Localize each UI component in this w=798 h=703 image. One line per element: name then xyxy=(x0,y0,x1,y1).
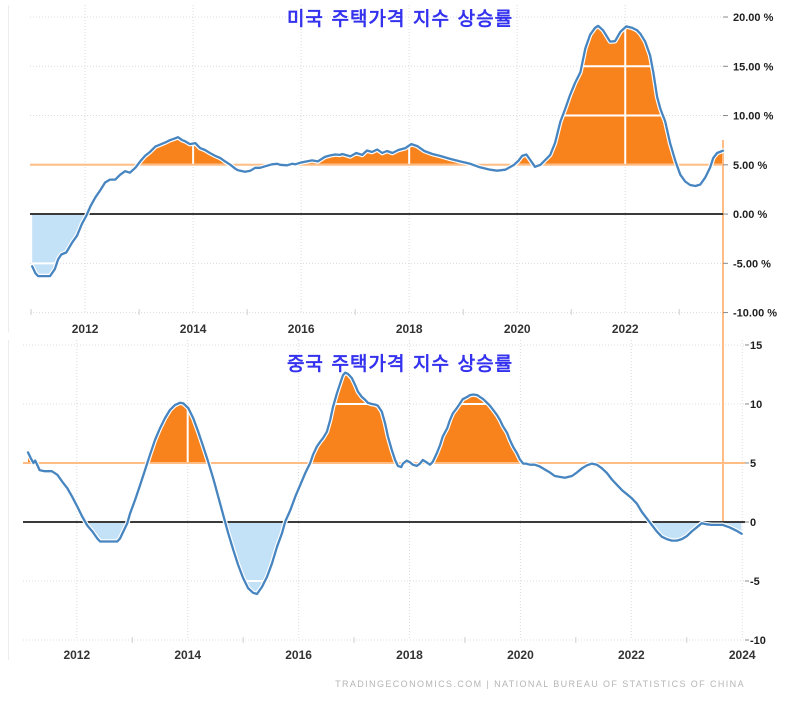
svg-text:15: 15 xyxy=(750,340,762,352)
svg-text:-10: -10 xyxy=(750,635,766,647)
svg-text:0: 0 xyxy=(750,517,756,529)
china-chart-title: 중국 주택가격 지수 상승률 xyxy=(286,353,514,375)
svg-text:2020: 2020 xyxy=(504,322,531,336)
svg-text:2018: 2018 xyxy=(396,322,423,336)
svg-text:2022: 2022 xyxy=(618,648,645,662)
svg-text:2016: 2016 xyxy=(288,322,315,336)
svg-text:5.00 %: 5.00 % xyxy=(733,160,767,172)
svg-text:2012: 2012 xyxy=(63,648,90,662)
svg-text:2018: 2018 xyxy=(396,648,423,662)
svg-text:10: 10 xyxy=(750,399,762,411)
us-chart-title: 미국 주택가격 지수 상승률 xyxy=(286,8,514,30)
svg-text:10.00 %: 10.00 % xyxy=(733,111,774,123)
svg-text:2014: 2014 xyxy=(180,322,207,336)
svg-text:2022: 2022 xyxy=(612,322,639,336)
us-chart-plot-area: 20.00 % 15.00 % 10.00 % 5.00 % 0.00 % -5.00 %… xyxy=(8,5,777,340)
svg-text:2024: 2024 xyxy=(729,648,756,662)
svg-text:-5: -5 xyxy=(750,576,760,588)
svg-text:0.00 %: 0.00 % xyxy=(733,209,767,221)
svg-text:15.00 %: 15.00 % xyxy=(733,61,774,73)
svg-text:5: 5 xyxy=(750,458,756,470)
svg-text:2012: 2012 xyxy=(72,322,99,336)
china-chart-plot-area: 15 10 5 0 -5 -10 2012 2014 2016 2018 2020 2022 2024 xyxy=(8,340,766,662)
svg-text:2016: 2016 xyxy=(285,648,312,662)
svg-text:-10.00 %: -10.00 % xyxy=(733,308,777,320)
svg-text:20.00 %: 20.00 % xyxy=(733,12,774,24)
svg-text:2020: 2020 xyxy=(507,648,534,662)
attribution-text: TRADINGECONOMICS.COM | NATIONAL BUREAU O… xyxy=(335,679,745,689)
svg-text:-5.00 %: -5.00 % xyxy=(733,258,771,270)
svg-text:2014: 2014 xyxy=(174,648,201,662)
